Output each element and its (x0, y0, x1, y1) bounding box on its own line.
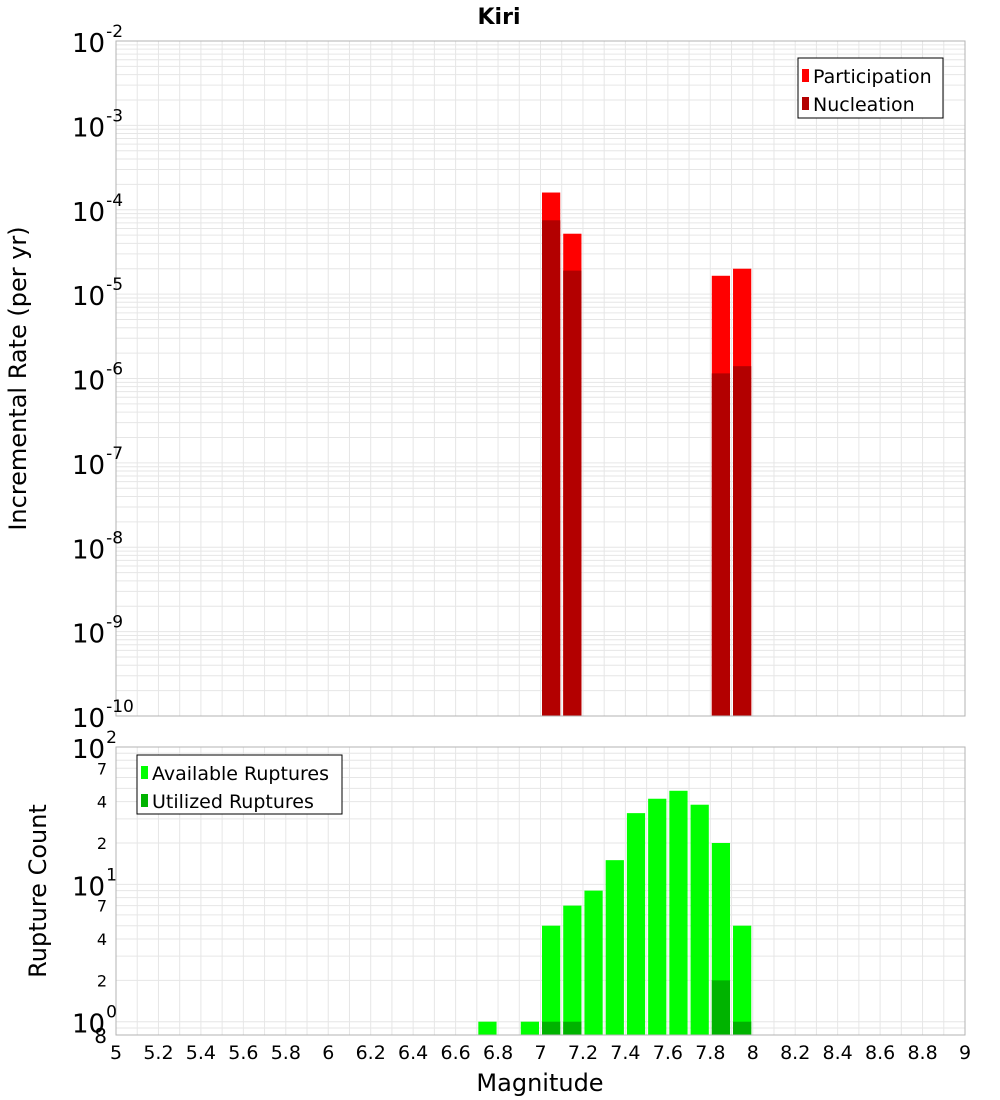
nucleation-bar (711, 373, 731, 716)
top-legend: Participation Nucleation (797, 57, 944, 119)
x-tick-label: 6.8 (483, 1042, 513, 1064)
y-tick-label: 10-4 (72, 191, 123, 228)
top-legend-label: Participation (813, 66, 932, 88)
x-tick-label: 5.2 (143, 1042, 173, 1064)
x-tick-label: 6.4 (398, 1042, 428, 1064)
available-ruptures-bar (648, 798, 667, 1035)
bottom-legend-label: Available Ruptures (152, 763, 329, 785)
y-tick-label: 2 (97, 971, 107, 990)
top-grid (115, 40, 966, 717)
top-panel: 10-2 10-3 10-4 10-5 10-6 10-7 10-8 10-9 10-10 In… (4, 22, 966, 734)
x-tick-label: 8.8 (907, 1042, 937, 1064)
x-tick-label: 7.4 (610, 1042, 640, 1064)
available-ruptures-bar (690, 804, 709, 1035)
y-tick-label: 10-5 (72, 275, 123, 312)
x-tick-label: 8 (747, 1042, 759, 1064)
bottom-legend-box (136, 754, 343, 815)
utilized-ruptures-bar (542, 1021, 561, 1035)
y-tick-label: 7 (97, 759, 107, 778)
chart-title: Kiri (478, 5, 521, 30)
y-tick-label: 10-10 (72, 697, 134, 734)
nucleation-bar (563, 270, 582, 716)
x-tick-label: 6 (322, 1042, 334, 1064)
y-tick-label: 10-7 (72, 444, 123, 481)
top-legend-swatch (802, 97, 809, 110)
y-tick-label: 2 (97, 834, 107, 853)
x-tick-label: 8.6 (865, 1042, 895, 1064)
x-tick-label: 6.6 (440, 1042, 470, 1064)
available-ruptures-bar (669, 790, 688, 1035)
x-tick-label: 5.6 (228, 1042, 258, 1064)
nucleation-bar (733, 366, 752, 716)
bottom-plot-frame (115, 746, 966, 1036)
available-ruptures-bar (563, 905, 582, 1035)
available-ruptures-bar (626, 813, 646, 1035)
y-tick-label: 10-9 (72, 613, 123, 650)
x-tick-label: 8.2 (780, 1042, 810, 1064)
y-tick-label: 10-8 (72, 528, 123, 565)
x-tick-label: 5.8 (271, 1042, 301, 1064)
y-tick-label: 4 (97, 930, 107, 949)
available-ruptures-bar (605, 860, 624, 1035)
utilized-ruptures-bar (733, 1021, 752, 1035)
y-tick-label: 7 (97, 897, 107, 916)
bottom-legend-swatch (141, 766, 148, 779)
y-tick-label: 8 (94, 1024, 107, 1048)
bottom-legend: Available Ruptures Utilized Ruptures (136, 754, 343, 815)
x-tick-label: 7.6 (653, 1042, 683, 1064)
x-tick-label: 5.4 (186, 1042, 216, 1064)
y-tick-label: 4 (97, 793, 107, 812)
top-legend-box (797, 57, 944, 119)
y-tick-label: 10-2 (72, 22, 123, 59)
available-ruptures-bar (733, 925, 752, 1035)
bottom-bars (478, 790, 752, 1035)
y-tick-label: 101 (72, 865, 117, 902)
utilized-ruptures-bar (563, 1021, 582, 1035)
x-tick-label: 8.4 (823, 1042, 853, 1064)
top-y-axis-label: Incremental Rate (per yr) (4, 226, 32, 530)
bottom-legend-label: Utilized Ruptures (152, 791, 314, 813)
x-tick-label: 7.2 (568, 1042, 598, 1064)
x-axis-label: Magnitude (476, 1069, 603, 1097)
nucleation-bar (542, 220, 561, 717)
available-ruptures-bar (584, 890, 603, 1035)
top-bars (542, 192, 752, 717)
x-tick-label: 7.8 (695, 1042, 725, 1064)
x-tick-labels: 5 5.2 5.4 5.6 5.8 6 6.2 6.4 6.6 6.8 7 7.2 7.4 7.6 7.8 8… (110, 1042, 971, 1064)
available-ruptures-bar (542, 925, 561, 1035)
bottom-y-axis-label: Rupture Count (24, 804, 52, 978)
y-tick-label: 10-6 (72, 360, 123, 397)
utilized-ruptures-bar (711, 980, 731, 1035)
top-legend-label: Nucleation (813, 94, 915, 116)
available-ruptures-bar (478, 1021, 497, 1035)
x-tick-label: 9 (959, 1042, 971, 1064)
top-legend-swatch (802, 69, 809, 82)
x-tick-label: 6.2 (356, 1042, 386, 1064)
y-tick-label: 10-3 (72, 106, 123, 143)
x-tick-label: 5 (110, 1042, 122, 1064)
top-plot-frame (115, 40, 966, 717)
bottom-legend-swatch (141, 794, 148, 807)
available-ruptures-bar (520, 1021, 539, 1035)
x-tick-label: 7 (534, 1042, 546, 1064)
